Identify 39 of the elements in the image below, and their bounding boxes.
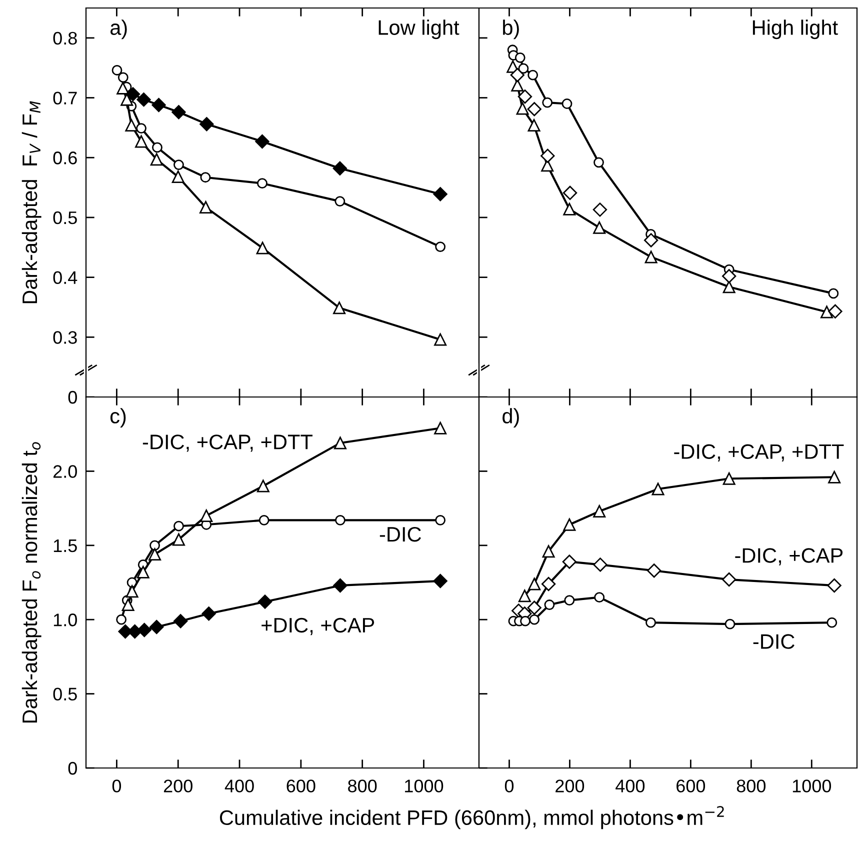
x-tick-label: 600 xyxy=(286,780,316,792)
y-tick-label: 0.5 xyxy=(53,688,77,701)
x-tick-label: 1000 xyxy=(405,780,444,792)
y-tick-label: 1.0 xyxy=(54,614,77,626)
x-tick-label: 200 xyxy=(556,780,584,792)
y-tick-label: 1.5 xyxy=(54,540,77,552)
annotation: High light xyxy=(752,20,838,40)
y-tick-label: 0.4 xyxy=(53,271,78,284)
annotation: -DIC xyxy=(380,526,422,542)
x-tick-label: 1000 xyxy=(792,780,832,792)
annotation: -DIC, +CAP, +DTT xyxy=(674,444,844,462)
annotation: -DIC, +CAP xyxy=(735,548,843,566)
x-tick-label: 0 xyxy=(112,780,122,792)
y-tick-label: 0.3 xyxy=(53,331,77,344)
annotation: -DIC xyxy=(753,634,794,649)
annotation: Low light xyxy=(378,20,460,40)
y-tick-label: 2.0 xyxy=(53,465,77,478)
y-axis-title: Dark-adapted F$_{o}$ normalized t$_{o}$ xyxy=(22,442,42,723)
annotation: b) xyxy=(503,20,519,40)
y-axis-title: Dark-adapted F$_{V}$ / F$_{M}$ xyxy=(22,101,42,304)
annotation: a) xyxy=(110,20,127,40)
y-tick-label: 0 xyxy=(68,390,77,404)
x-tick-label: 400 xyxy=(224,780,254,792)
x-tick-label: 400 xyxy=(616,780,645,792)
annotation: +DIC, +CAP xyxy=(262,618,374,636)
annotation: d) xyxy=(502,408,519,428)
annotation: -DIC, +CAP, +DTT xyxy=(142,434,312,452)
y-tick-label: 0 xyxy=(68,762,77,775)
y-tick-label: 0.6 xyxy=(53,152,77,164)
y-tick-label: 0.5 xyxy=(53,211,77,224)
y-tick-label: 0.8 xyxy=(53,32,77,45)
x-tick-label: 800 xyxy=(736,780,766,792)
x-tick-label: 200 xyxy=(164,780,192,792)
x-tick-label: 0 xyxy=(504,780,514,792)
x-tick-label: 600 xyxy=(676,780,706,792)
y-tick-label: 0.7 xyxy=(53,92,77,104)
x-axis-title: Cumulative incident PFD (660nm), mmol photons•m$^{−2}$ xyxy=(220,806,724,830)
x-tick-label: 800 xyxy=(348,780,377,792)
annotation: c) xyxy=(110,408,126,428)
